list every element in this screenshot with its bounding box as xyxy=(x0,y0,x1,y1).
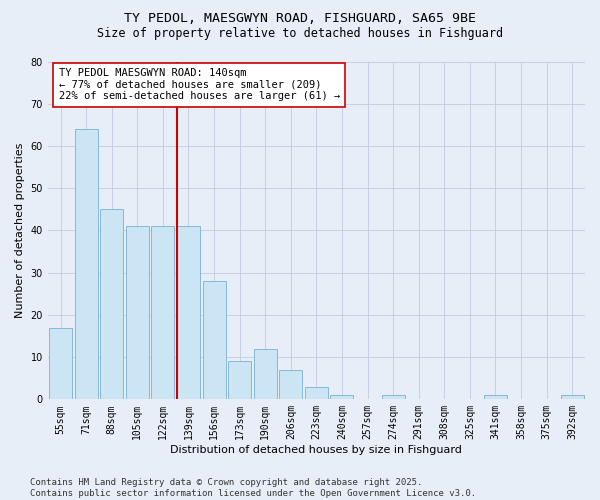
Bar xyxy=(203,281,226,400)
Bar xyxy=(331,395,353,400)
Bar xyxy=(560,395,584,400)
Text: TY PEDOL, MAESGWYN ROAD, FISHGUARD, SA65 9BE: TY PEDOL, MAESGWYN ROAD, FISHGUARD, SA65… xyxy=(124,12,476,26)
Bar xyxy=(254,348,277,400)
Bar xyxy=(151,226,175,400)
Bar xyxy=(74,129,98,400)
Bar xyxy=(228,362,251,400)
Bar xyxy=(305,386,328,400)
Bar xyxy=(49,328,72,400)
Bar xyxy=(126,226,149,400)
Bar xyxy=(382,395,404,400)
Y-axis label: Number of detached properties: Number of detached properties xyxy=(15,142,25,318)
Text: Size of property relative to detached houses in Fishguard: Size of property relative to detached ho… xyxy=(97,28,503,40)
Text: Contains HM Land Registry data © Crown copyright and database right 2025.
Contai: Contains HM Land Registry data © Crown c… xyxy=(30,478,476,498)
Bar xyxy=(100,210,123,400)
Text: TY PEDOL MAESGWYN ROAD: 140sqm
← 77% of detached houses are smaller (209)
22% of: TY PEDOL MAESGWYN ROAD: 140sqm ← 77% of … xyxy=(59,68,340,102)
Bar xyxy=(177,226,200,400)
X-axis label: Distribution of detached houses by size in Fishguard: Distribution of detached houses by size … xyxy=(170,445,463,455)
Bar xyxy=(484,395,507,400)
Bar xyxy=(280,370,302,400)
